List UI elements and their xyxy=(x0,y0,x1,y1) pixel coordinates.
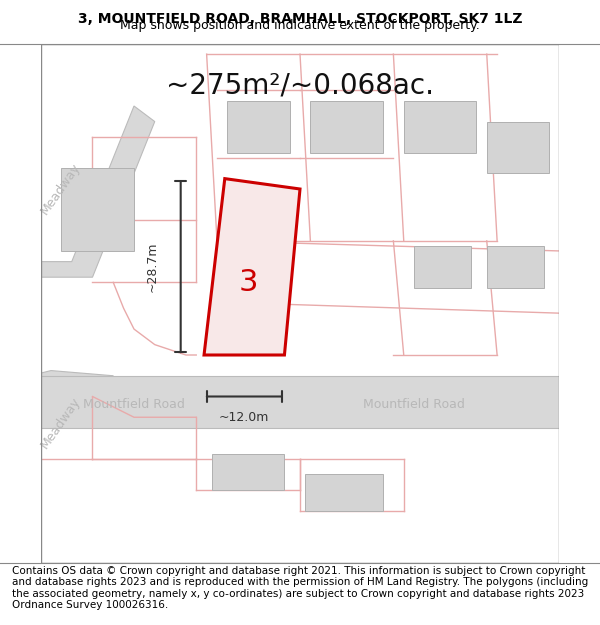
Text: Map shows position and indicative extent of the property.: Map shows position and indicative extent… xyxy=(120,19,480,31)
Polygon shape xyxy=(305,474,383,511)
Text: 3, MOUNTFIELD ROAD, BRAMHALL, STOCKPORT, SK7 1LZ: 3, MOUNTFIELD ROAD, BRAMHALL, STOCKPORT,… xyxy=(78,12,522,26)
Polygon shape xyxy=(30,376,570,428)
Text: 3: 3 xyxy=(238,268,258,297)
Polygon shape xyxy=(227,101,290,152)
Text: ~275m²/~0.068ac.: ~275m²/~0.068ac. xyxy=(166,71,434,99)
Polygon shape xyxy=(212,454,284,490)
Polygon shape xyxy=(404,101,476,152)
Polygon shape xyxy=(30,371,113,396)
Polygon shape xyxy=(204,179,300,355)
Polygon shape xyxy=(414,246,471,288)
Text: ~12.0m: ~12.0m xyxy=(219,411,269,424)
Text: Contains OS data © Crown copyright and database right 2021. This information is : Contains OS data © Crown copyright and d… xyxy=(12,566,588,611)
Text: Mountfield Road: Mountfield Road xyxy=(83,398,185,411)
Text: ~28.7m: ~28.7m xyxy=(146,241,158,292)
Polygon shape xyxy=(30,106,155,278)
Polygon shape xyxy=(487,121,549,173)
Polygon shape xyxy=(487,246,544,288)
Text: Mountfield Road: Mountfield Road xyxy=(363,398,465,411)
Polygon shape xyxy=(310,101,383,152)
Polygon shape xyxy=(61,168,134,251)
Text: Meadway: Meadway xyxy=(38,394,83,451)
Text: Meadway: Meadway xyxy=(38,161,83,217)
